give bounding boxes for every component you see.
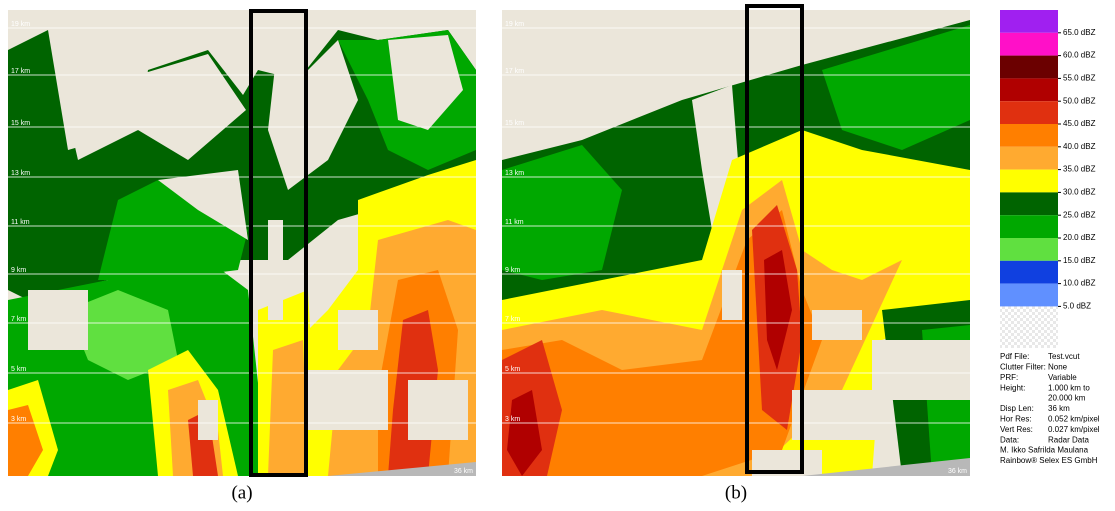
- legend-label: 50.0 dBZ: [1063, 96, 1096, 105]
- radar-panel-a: 19 km 17 km 15 km 13 km 11 km 9 km 7 km 5 km 3 k…: [8, 10, 476, 476]
- height-label: 3 km: [11, 416, 26, 423]
- legend-label: 60.0 dBZ: [1063, 51, 1096, 60]
- info-key: PRF:: [1000, 373, 1018, 382]
- panel-label: (b): [725, 482, 747, 503]
- legend-label: 10.0 dBZ: [1063, 279, 1096, 288]
- height-label: 19 km: [505, 21, 524, 28]
- info-value: 0.027 km/pixel: [1048, 425, 1100, 434]
- legend-swatch: [1000, 192, 1058, 215]
- figure: 19 km 17 km 15 km 13 km 11 km 9 km 7 km 5 km 3 k…: [0, 0, 1115, 511]
- panel-label: (a): [231, 482, 252, 503]
- legend-swatch: [1000, 170, 1058, 193]
- info-key: Pdf File:: [1000, 352, 1029, 361]
- height-label: 5 km: [505, 366, 520, 373]
- legend-swatch: [1000, 124, 1058, 147]
- height-label: 15 km: [505, 120, 524, 127]
- height-label: 3 km: [505, 416, 520, 423]
- legend-label: 65.0 dBZ: [1063, 28, 1096, 37]
- info-key: Vert Res:: [1000, 425, 1033, 434]
- info-value: 36 km: [1048, 404, 1070, 413]
- info-key: Disp Len:: [1000, 404, 1034, 413]
- height-label: 13 km: [505, 170, 524, 177]
- height-label: 11 km: [11, 219, 30, 226]
- legend-label: 20.0 dBZ: [1063, 233, 1096, 242]
- legend-swatch: [1000, 56, 1058, 79]
- legend-swatch: [1000, 33, 1058, 56]
- legend: 65.0 dBZ 60.0 dBZ 55.0 dBZ 50.0 dBZ 45.0 dBZ…: [1000, 10, 1096, 311]
- legend-label: 55.0 dBZ: [1063, 74, 1096, 83]
- legend-label: 15.0 dBZ: [1063, 256, 1096, 265]
- info-value: Test.vcut: [1048, 352, 1080, 361]
- height-label: 11 km: [505, 219, 524, 226]
- height-label: 9 km: [11, 267, 26, 274]
- figure-canvas: 19 km 17 km 15 km 13 km 11 km 9 km 7 km 5 km 3 k…: [0, 0, 1115, 511]
- legend-blank: [1000, 306, 1058, 348]
- distance-label: 36 km: [948, 468, 967, 475]
- info-key: Height:: [1000, 383, 1025, 392]
- legend-swatch: [1000, 147, 1058, 170]
- height-label: 9 km: [505, 267, 520, 274]
- info-value: 20.000 km: [1048, 394, 1086, 403]
- distance-label: 36 km: [454, 468, 473, 475]
- legend-swatch: [1000, 101, 1058, 124]
- legend-label: 35.0 dBZ: [1063, 165, 1096, 174]
- info-value: 0.052 km/pixel: [1048, 415, 1100, 424]
- height-label: 17 km: [505, 68, 524, 75]
- legend-swatch: [1000, 284, 1058, 307]
- legend-label: 40.0 dBZ: [1063, 142, 1096, 151]
- legend-label: 45.0 dBZ: [1063, 119, 1096, 128]
- legend-label: 30.0 dBZ: [1063, 188, 1096, 197]
- credit: Rainbow® Selex ES GmbH: [1000, 456, 1098, 465]
- legend-swatch: [1000, 238, 1058, 261]
- radar-panel-b: 19 km 17 km 15 km 13 km 11 km 9 km 7 km 5 km 3 k…: [502, 10, 970, 476]
- credit: M. Ikko Safrilda Maulana: [1000, 446, 1089, 455]
- height-label: 17 km: [11, 68, 30, 75]
- legend-swatch: [1000, 10, 1058, 33]
- legend-label: 25.0 dBZ: [1063, 210, 1096, 219]
- info-value: Variable: [1048, 373, 1077, 382]
- info-value: Radar Data: [1048, 435, 1089, 444]
- height-label: 13 km: [11, 170, 30, 177]
- height-label: 15 km: [11, 120, 30, 127]
- info-key: Clutter Filter:: [1000, 363, 1046, 372]
- height-label: 7 km: [11, 316, 26, 323]
- legend-swatch: [1000, 78, 1058, 101]
- info-key: Hor Res:: [1000, 415, 1032, 424]
- height-label: 7 km: [505, 316, 520, 323]
- height-label: 19 km: [11, 21, 30, 28]
- legend-swatch: [1000, 215, 1058, 238]
- legend-label: 5.0 dBZ: [1063, 302, 1091, 311]
- info-key: Data:: [1000, 435, 1019, 444]
- height-label: 5 km: [11, 366, 26, 373]
- info-value: 1.000 km to: [1048, 383, 1090, 392]
- legend-swatch: [1000, 261, 1058, 284]
- info-value: None: [1048, 363, 1068, 372]
